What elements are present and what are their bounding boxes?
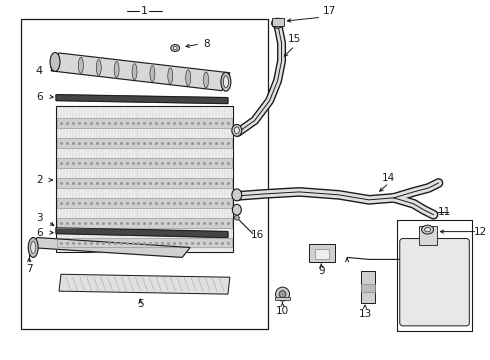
Bar [271,18,284,26]
Ellipse shape [168,68,173,84]
Polygon shape [59,274,230,294]
Bar [56,105,233,252]
Bar [57,218,232,228]
Ellipse shape [31,242,36,253]
Ellipse shape [114,62,119,77]
Bar [274,297,291,300]
Bar [418,226,437,246]
Bar [309,244,335,262]
Text: 2: 2 [36,175,43,185]
Text: 16: 16 [251,230,264,239]
Ellipse shape [274,21,281,26]
Ellipse shape [232,189,242,201]
Bar [57,118,232,129]
Bar [57,198,232,208]
Bar [397,220,472,331]
Ellipse shape [203,72,209,88]
Text: 6: 6 [36,92,43,102]
Ellipse shape [223,76,228,88]
Ellipse shape [50,53,60,71]
Ellipse shape [271,18,284,28]
Bar [21,19,268,329]
Ellipse shape [221,72,231,91]
Text: 6: 6 [36,228,43,238]
Ellipse shape [150,66,155,82]
Text: 15: 15 [288,34,301,44]
FancyBboxPatch shape [400,239,469,326]
Polygon shape [56,228,228,238]
Ellipse shape [132,64,137,80]
Ellipse shape [186,70,191,86]
Ellipse shape [425,228,431,232]
Text: 10: 10 [276,306,289,316]
Text: 7: 7 [26,264,32,274]
Bar [57,158,232,168]
Text: 1: 1 [141,6,148,16]
Text: 13: 13 [358,309,371,319]
Ellipse shape [234,215,239,220]
Ellipse shape [78,58,83,73]
Circle shape [275,287,290,301]
Bar [57,138,232,148]
Ellipse shape [232,204,241,215]
Circle shape [279,291,286,298]
Bar [316,249,329,260]
Text: 17: 17 [322,6,336,16]
Bar [57,178,232,188]
Text: 14: 14 [382,173,395,183]
Ellipse shape [28,238,38,257]
Bar [361,271,375,303]
Bar [361,284,375,292]
Ellipse shape [96,59,101,75]
Text: 5: 5 [137,299,144,309]
Ellipse shape [232,125,242,136]
Text: 4: 4 [36,66,43,76]
Polygon shape [51,53,230,91]
Ellipse shape [421,225,434,234]
Text: 12: 12 [474,226,487,237]
Polygon shape [56,95,228,104]
Bar [57,238,232,247]
Text: 11: 11 [438,207,451,217]
Ellipse shape [234,127,239,134]
Ellipse shape [173,46,177,50]
Polygon shape [29,238,190,257]
Text: 9: 9 [318,266,324,276]
Text: 8: 8 [204,39,210,49]
Text: 3: 3 [36,213,43,223]
Ellipse shape [171,45,180,51]
